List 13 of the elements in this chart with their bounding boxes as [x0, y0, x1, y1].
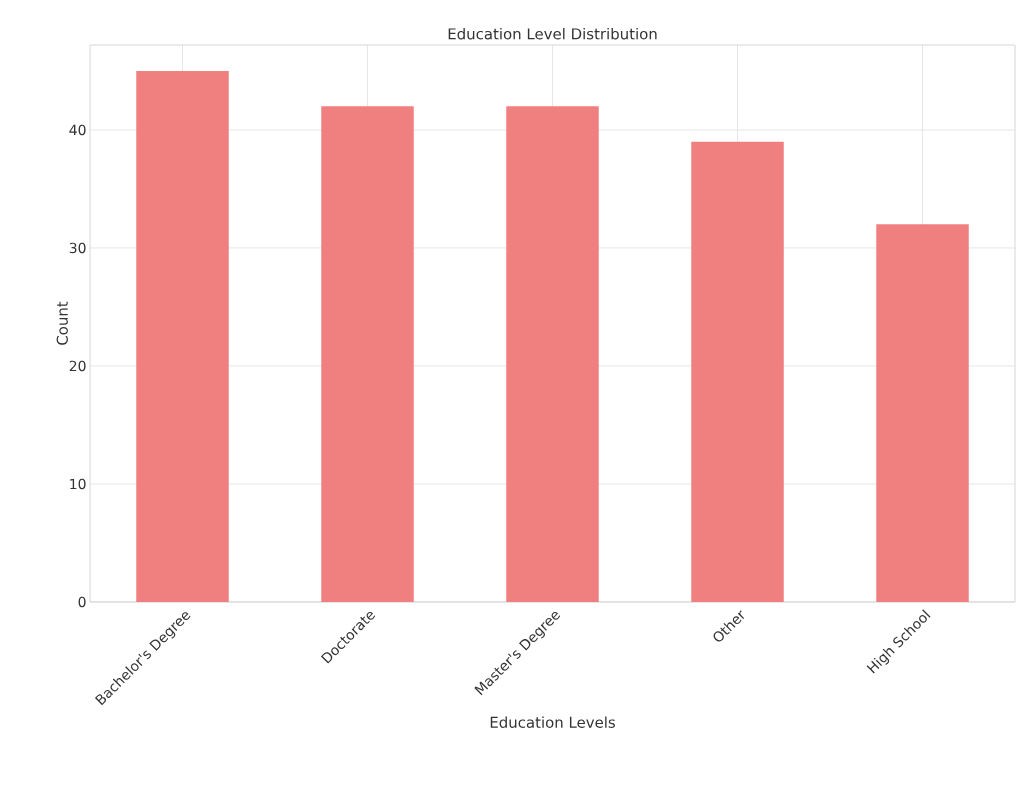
y-axis-title: Count — [56, 301, 68, 345]
bar — [321, 106, 414, 602]
x-axis-title: Education Levels — [490, 716, 615, 728]
bar — [136, 70, 229, 602]
y-tick-label: 20 — [69, 360, 86, 372]
y-tick-label: 40 — [69, 124, 86, 136]
bar — [876, 224, 969, 602]
y-tick-label: 30 — [69, 242, 86, 254]
bar — [506, 106, 599, 602]
bar — [691, 141, 784, 602]
y-tick-label: 10 — [70, 478, 86, 490]
chart-title: Education Level Distribution — [448, 27, 657, 40]
y-tick-label: 0 — [78, 596, 86, 608]
